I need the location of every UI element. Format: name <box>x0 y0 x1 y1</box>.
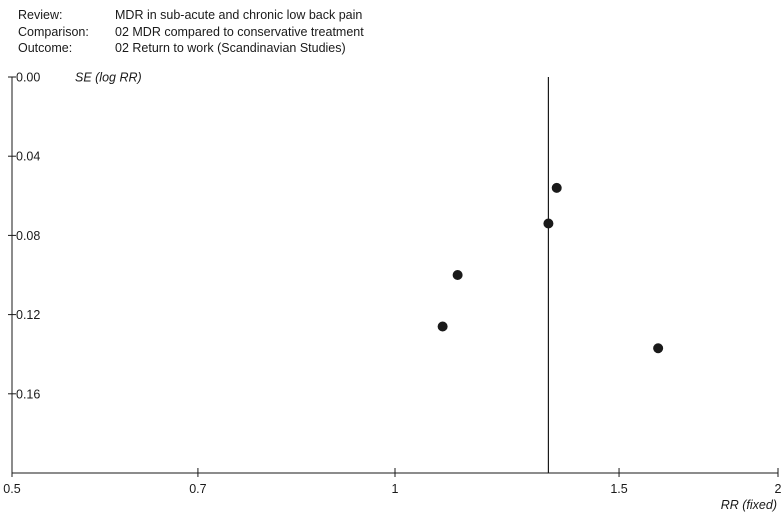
comparison-label: Comparison: <box>18 24 89 39</box>
plot-axes <box>11 77 778 474</box>
y-tick-label: 0.00 <box>16 71 40 85</box>
y-tick-label: 0.16 <box>16 387 40 401</box>
outcome-value: 02 Return to work (Scandinavian Studies) <box>115 41 346 55</box>
outcome-label: Outcome: <box>18 41 73 55</box>
data-point <box>653 343 664 354</box>
comparison-value: 02 MDR compared to conservative treatmen… <box>115 24 364 39</box>
data-point <box>551 182 562 193</box>
y-tick-label: 0.04 <box>16 150 40 164</box>
review-row: Review: MDR in sub-acute and chronic low … <box>18 7 364 24</box>
x-tick-label: 1 <box>392 482 399 496</box>
axis-ticks: 0.00 0.04 0.08 0.12 0.16 0.5 0.7 1 1.5 2 <box>3 71 781 497</box>
x-tick-label: 0.7 <box>189 482 206 496</box>
y-tick-label: 0.12 <box>16 308 40 322</box>
data-points <box>437 182 664 354</box>
x-tick-label: 2 <box>775 482 782 496</box>
x-tick-label: 1.5 <box>610 482 627 496</box>
data-point <box>437 321 448 332</box>
data-point <box>543 218 554 229</box>
x-tick-label: 0.5 <box>3 482 20 496</box>
analysis-header: Review: MDR in sub-acute and chronic low … <box>18 7 364 57</box>
review-label: Review: <box>18 8 63 22</box>
comparison-row: Comparison: 02 MDR compared to conservati… <box>18 24 364 41</box>
outcome-row: Outcome: 02 Return to work (Scandinavian … <box>18 40 364 57</box>
data-point <box>452 270 463 280</box>
y-tick-label: 0.08 <box>16 229 40 243</box>
x-axis-title: RR (fixed) <box>721 498 777 512</box>
review-value: MDR in sub-acute and chronic low back pa… <box>115 8 363 22</box>
y-axis-title: SE (log RR) <box>75 71 142 85</box>
